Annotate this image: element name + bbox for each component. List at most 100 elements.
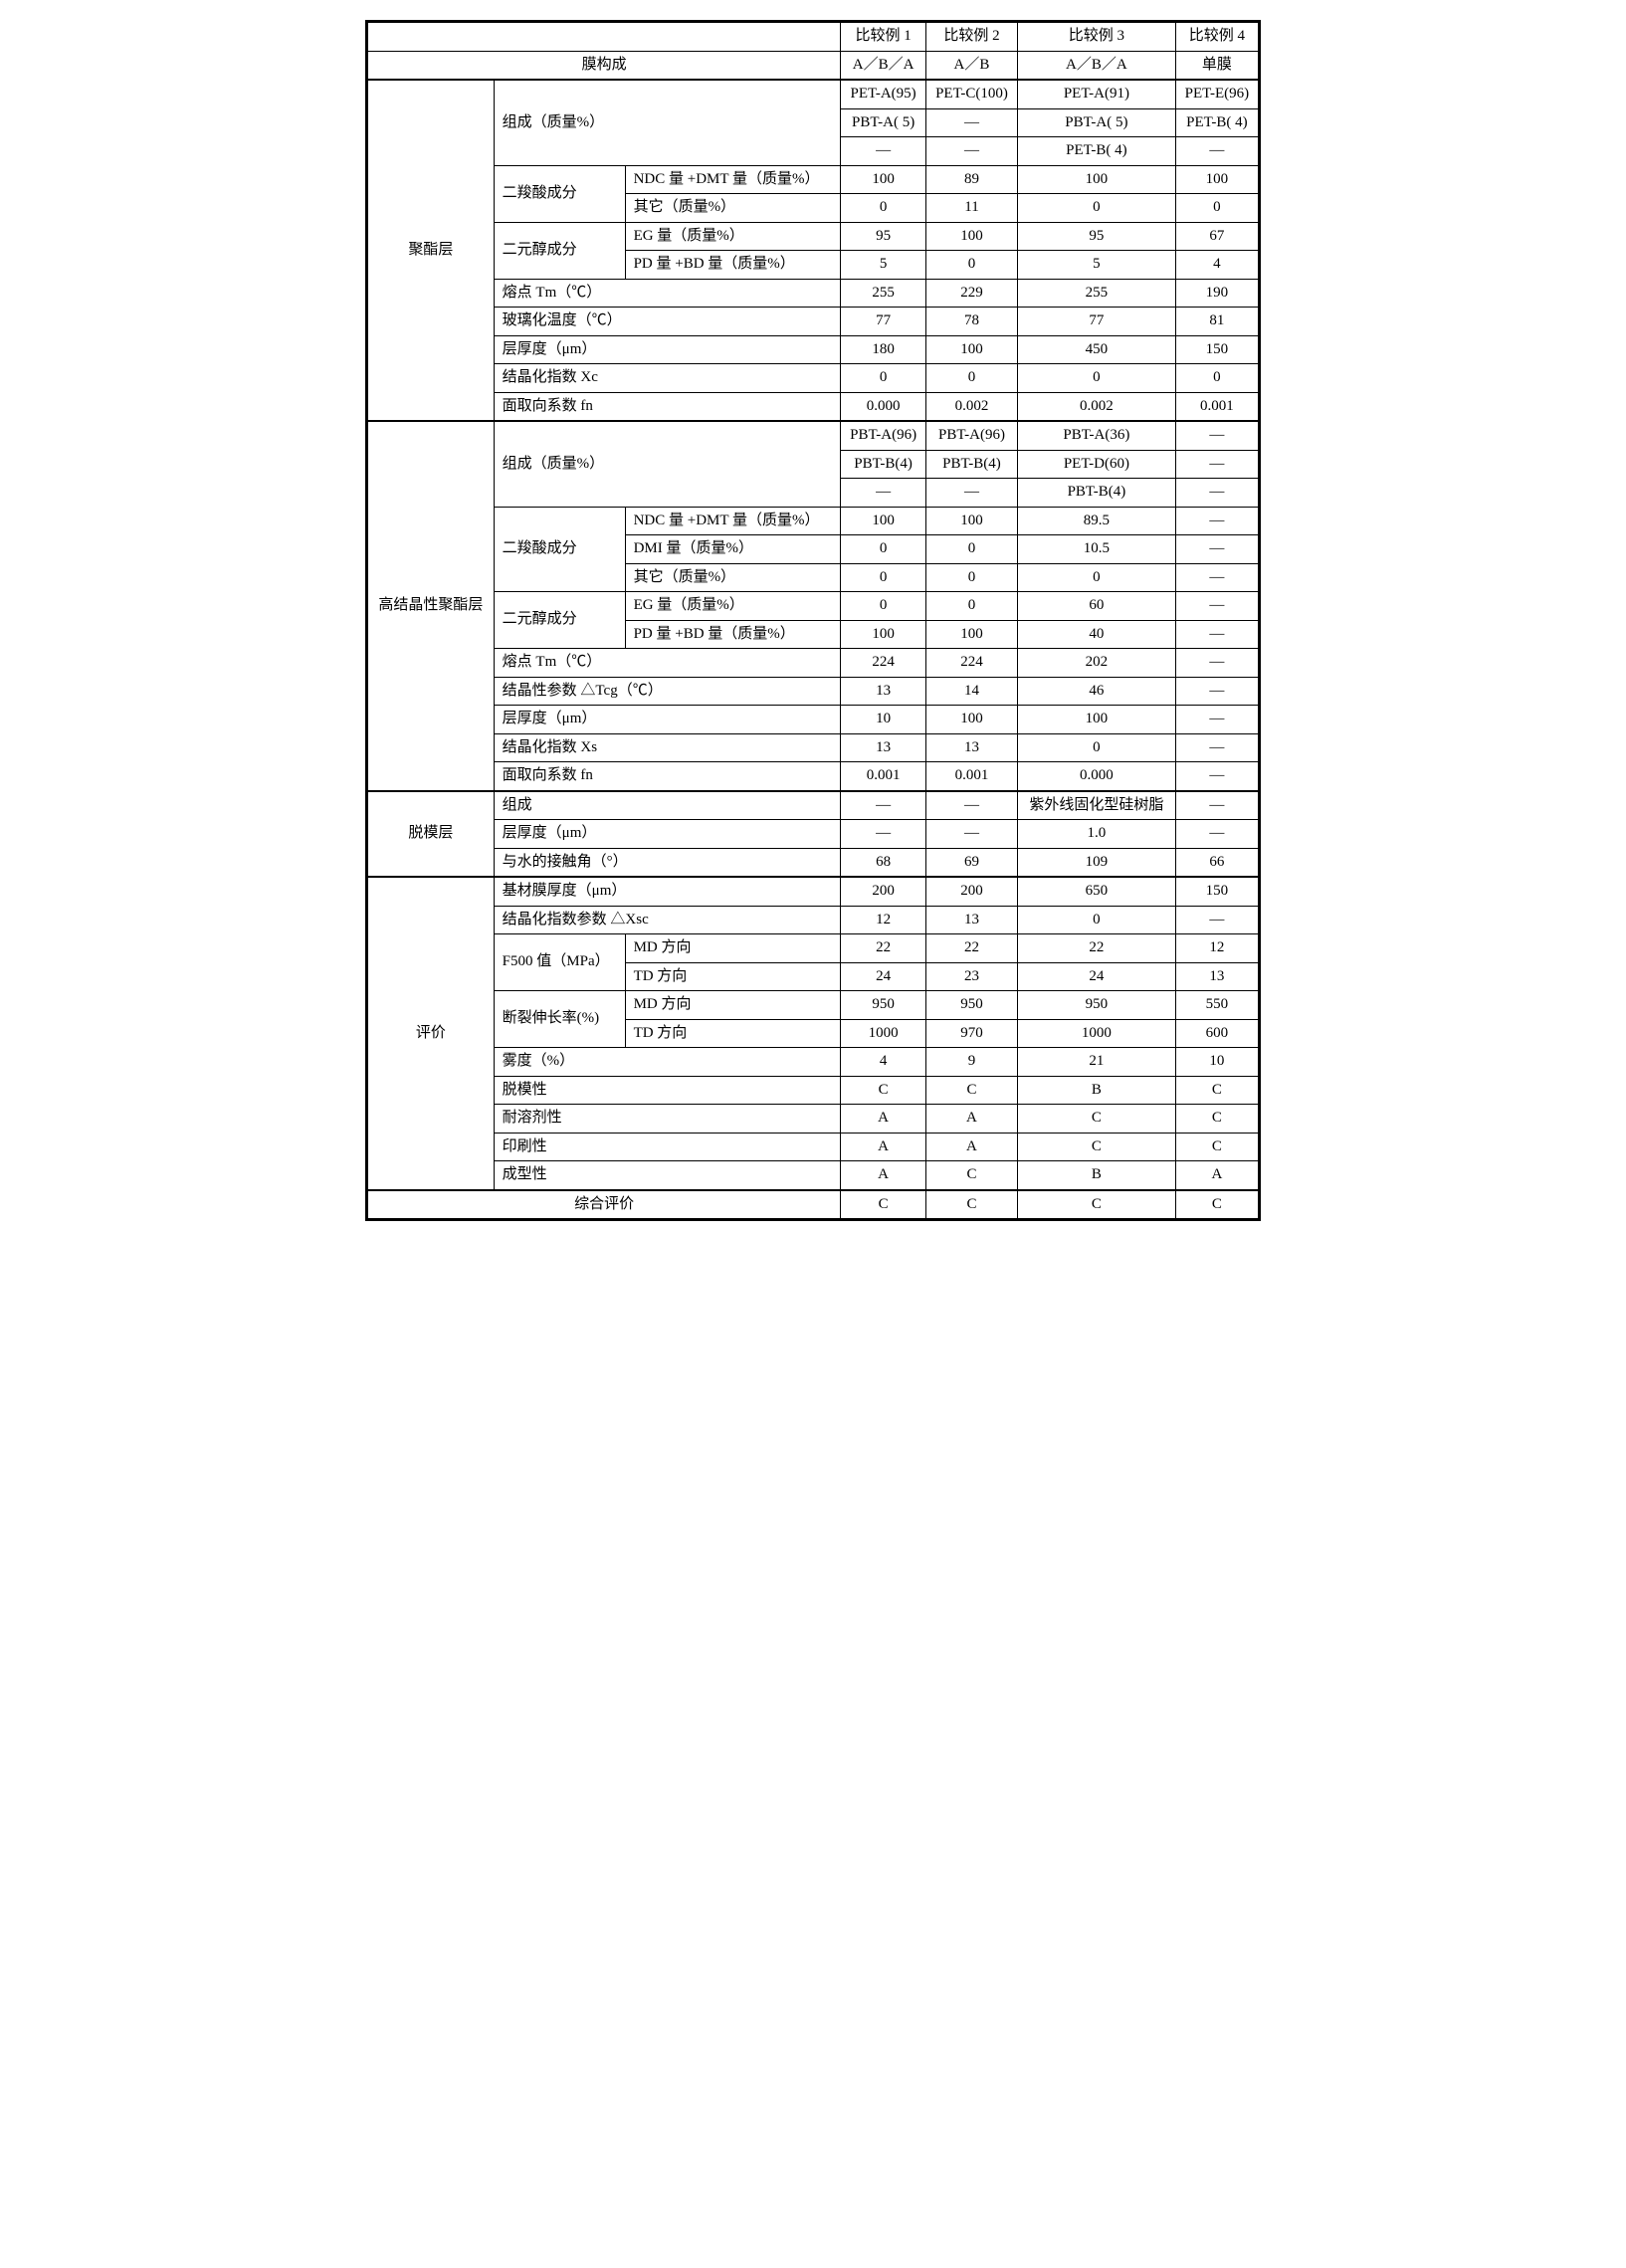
cell: A [1175,1161,1259,1190]
cell: 22 [841,934,926,963]
cell: 21 [1017,1048,1175,1077]
cell: 0.000 [841,392,926,421]
cell: 13 [925,906,1017,934]
cell: PBT-A(96) [841,421,926,450]
cell: 100 [925,706,1017,734]
hc-xs-label: 结晶化指数 Xs [494,733,841,762]
cell: 89 [925,165,1017,194]
cell: 0 [925,364,1017,393]
cell: 13 [1175,962,1259,991]
cell: PET-E(96) [1175,80,1259,108]
cell: 100 [925,335,1017,364]
cell: 200 [925,877,1017,906]
cell: 100 [841,507,926,535]
rel-comp-label: 组成 [494,791,841,820]
cell: — [1175,507,1259,535]
film-structure-v1: A／B／A [841,51,926,80]
cell: — [1175,649,1259,678]
eval-dxsc-label: 结晶化指数参数 △Xsc [494,906,841,934]
cell: 650 [1017,877,1175,906]
cell: A [841,1105,926,1134]
film-structure-v3: A／B／A [1017,51,1175,80]
cell: 150 [1175,877,1259,906]
cell: — [1175,421,1259,450]
cell: 95 [841,222,926,251]
cell: 150 [1175,335,1259,364]
cell: 1.0 [1017,820,1175,849]
cell: 0 [1017,364,1175,393]
thick-label: 层厚度（μm） [494,335,841,364]
cell: PBT-A(36) [1017,421,1175,450]
eval-form-label: 成型性 [494,1161,841,1190]
cell: 100 [1175,165,1259,194]
cell: — [925,791,1017,820]
cell: PBT-B(4) [841,450,926,479]
cell: 229 [925,279,1017,308]
col-header-1: 比较例 1 [841,22,926,52]
cell: 1000 [1017,1019,1175,1048]
tg-label: 玻璃化温度（℃） [494,308,841,336]
cell: 0 [841,592,926,621]
cell: 100 [925,222,1017,251]
cell: — [1175,791,1259,820]
cell: 180 [841,335,926,364]
col-header-3: 比较例 3 [1017,22,1175,52]
cell: 0 [1175,364,1259,393]
cell: C [841,1076,926,1105]
cell: 81 [1175,308,1259,336]
cell: PBT-A( 5) [1017,108,1175,137]
cell: 5 [841,251,926,280]
cell: — [1175,592,1259,621]
cell: 22 [1017,934,1175,963]
cell: 0.002 [1017,392,1175,421]
cell: PBT-A( 5) [841,108,926,137]
cell: 14 [925,677,1017,706]
cell: 0.002 [925,392,1017,421]
cell: 950 [925,991,1017,1020]
cell: 0 [841,364,926,393]
cell: 紫外线固化型硅树脂 [1017,791,1175,820]
cell: 77 [1017,308,1175,336]
hc-fn-label: 面取向系数 fn [494,762,841,791]
cell: — [841,137,926,166]
hc-pdbd-label: PD 量 +BD 量（质量%） [625,620,841,649]
cell: 13 [925,733,1017,762]
col-header-2: 比较例 2 [925,22,1017,52]
cell: 0 [1017,906,1175,934]
cell: 550 [1175,991,1259,1020]
eval-f500-label: F500 值（MPa） [494,934,625,991]
cell: 0 [1017,563,1175,592]
cell: 0 [925,592,1017,621]
hc-ndc-dmt-label: NDC 量 +DMT 量（质量%） [625,507,841,535]
eval-md-label: MD 方向 [625,934,841,963]
cell: 100 [925,620,1017,649]
film-structure-v2: A／B [925,51,1017,80]
cell: 0 [841,563,926,592]
cell: — [1175,906,1259,934]
cell: 77 [841,308,926,336]
cell: 0 [1017,733,1175,762]
cell: B [1017,1076,1175,1105]
rel-thick-label: 层厚度（μm） [494,820,841,849]
cell: 12 [841,906,926,934]
polyester-section: 聚酯层 [367,80,495,421]
cell: 10.5 [1017,535,1175,564]
cell: 100 [1017,706,1175,734]
cell: — [1175,706,1259,734]
eval-print-label: 印刷性 [494,1133,841,1161]
cell: PET-B( 4) [1017,137,1175,166]
cell: 0 [925,563,1017,592]
cell: A [925,1105,1017,1134]
tm-label: 熔点 Tm（℃） [494,279,841,308]
cell: 950 [841,991,926,1020]
cell: 600 [1175,1019,1259,1048]
cell: 11 [925,194,1017,223]
hc-other-label: 其它（质量%） [625,563,841,592]
cell: C [925,1076,1017,1105]
cell: — [1175,137,1259,166]
cell: 200 [841,877,926,906]
cell: PBT-B(4) [925,450,1017,479]
cell: — [1175,450,1259,479]
cell: 22 [925,934,1017,963]
cell: 100 [841,620,926,649]
